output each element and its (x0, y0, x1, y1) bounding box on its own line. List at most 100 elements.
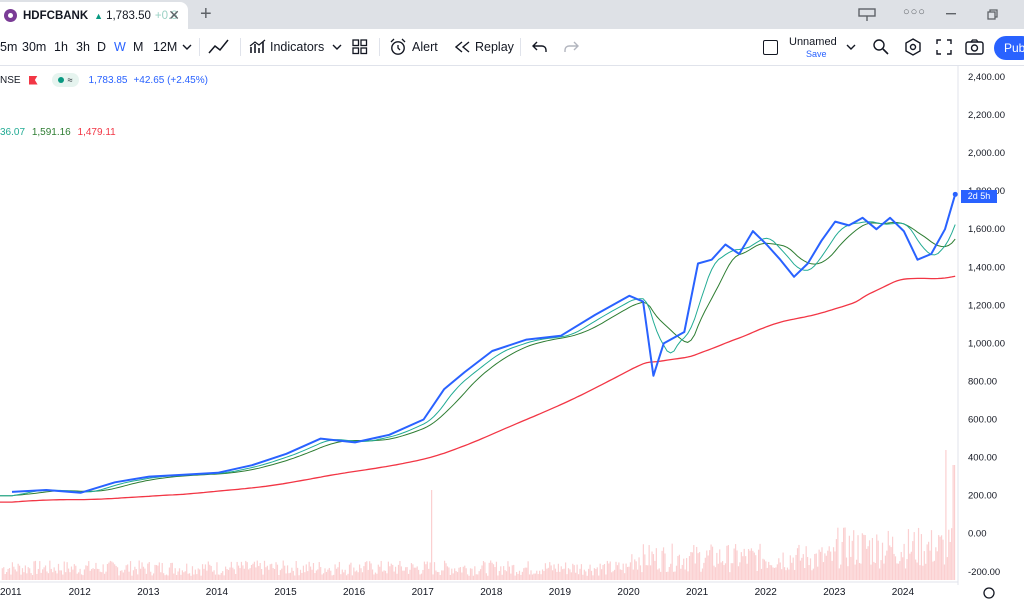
volume-bar (781, 569, 783, 580)
volume-bar (467, 574, 469, 580)
camera-snapshot-icon[interactable] (965, 39, 984, 55)
volume-bar (248, 569, 250, 580)
interval-30m[interactable]: 30m (22, 40, 47, 54)
interval-3h[interactable]: 3h (76, 40, 90, 54)
chart-type-line-icon[interactable] (208, 38, 230, 56)
save-label[interactable]: Save (806, 49, 827, 59)
volume-bar (462, 566, 464, 580)
volume-bar (154, 564, 156, 580)
market-status-pill[interactable]: ≈ (51, 73, 79, 87)
volume-bar (647, 565, 649, 580)
volume-bar (831, 560, 833, 580)
interval-w[interactable]: W (114, 40, 126, 54)
browser-tab[interactable]: HDFCBANK ▲ 1,783.50 +0.8 ✕ (0, 2, 188, 29)
volume-bar (704, 557, 706, 580)
ma-value-fast: 36.07 (0, 127, 26, 138)
volume-bar (615, 561, 617, 580)
close-tab-icon[interactable]: ✕ (168, 7, 180, 23)
volume-bar (346, 575, 348, 580)
volume-bar (223, 575, 225, 580)
volume-bar (724, 563, 727, 580)
volume-bar (209, 564, 211, 580)
interval-12m[interactable]: 12M (153, 40, 178, 54)
volume-bar (292, 570, 294, 580)
volume-bar (475, 574, 477, 580)
volume-bar (919, 565, 921, 580)
chevron-down-icon[interactable] (182, 43, 192, 51)
volume-bar (938, 535, 940, 580)
volume-bar (445, 563, 447, 580)
volume-bar (102, 564, 104, 580)
tab-search-icon[interactable] (858, 8, 878, 22)
volume-bar (605, 574, 607, 580)
flag-icon[interactable] (28, 75, 38, 85)
indicators-icon[interactable] (249, 38, 267, 56)
volume-bar (824, 553, 826, 580)
undo-icon[interactable] (532, 40, 548, 54)
volume-bar (151, 575, 153, 580)
volume-bar (435, 570, 437, 580)
layout-grid-icon[interactable] (352, 39, 368, 55)
volume-bar (481, 565, 483, 580)
alert-button[interactable]: Alert (412, 40, 438, 54)
volume-bar (155, 565, 158, 580)
y-tick-label: 2,200.00 (968, 110, 1005, 121)
volume-bar (714, 567, 717, 580)
ma-fast-line (0, 221, 956, 497)
volume-bar (785, 570, 787, 580)
more-icon[interactable]: ○○○ (903, 6, 926, 18)
volume-bar (868, 540, 871, 580)
volume-bar (95, 562, 97, 580)
volume-bar (255, 567, 257, 580)
publish-button[interactable]: Pub (994, 36, 1024, 60)
separator (379, 38, 380, 56)
volume-bar (57, 563, 60, 580)
volume-bar (768, 561, 770, 580)
alarm-clock-icon[interactable] (389, 38, 407, 56)
fullscreen-icon[interactable] (936, 39, 952, 55)
y-tick-label: 0.00 (968, 529, 987, 540)
volume-bar (42, 569, 44, 580)
indicators-button[interactable]: Indicators (270, 40, 325, 54)
volume-bar (727, 545, 729, 580)
minimize-icon[interactable] (946, 13, 958, 16)
volume-bar (811, 570, 813, 580)
chevron-down-icon[interactable] (846, 43, 856, 51)
volume-bar (667, 571, 669, 580)
new-tab-button[interactable]: + (200, 3, 212, 25)
interval-1h[interactable]: 1h (54, 40, 68, 54)
volume-bar (845, 557, 848, 580)
interval-d[interactable]: D (97, 40, 107, 54)
layout-name[interactable]: Unnamed (789, 36, 837, 48)
volume-bar (148, 561, 150, 580)
volume-bar (49, 560, 51, 580)
volume-bar (65, 572, 67, 580)
volume-bar (369, 561, 371, 580)
select-checkbox[interactable] (763, 40, 778, 55)
redo-icon[interactable] (563, 40, 579, 54)
interval-m[interactable]: M (133, 40, 144, 54)
settings-gear-icon[interactable] (904, 38, 922, 56)
volume-bar (312, 563, 315, 580)
volume-bar (37, 568, 39, 580)
volume-bar (838, 568, 840, 580)
chevron-down-icon[interactable] (332, 43, 342, 51)
volume-bar (860, 563, 862, 580)
restore-icon[interactable] (987, 9, 999, 21)
volume-bar (755, 555, 757, 580)
replay-button[interactable]: Replay (475, 40, 514, 54)
quick-search-icon[interactable] (872, 38, 890, 56)
y-tick-label: 1,600.00 (968, 224, 1005, 235)
volume-bar (340, 574, 342, 580)
volume-bar (495, 561, 498, 580)
price-chart[interactable]: 2,400.002,200.002,000.001,800.001,600.00… (0, 65, 1024, 605)
replay-icon[interactable] (455, 41, 471, 53)
volume-bar (892, 536, 894, 580)
volume-bar (709, 550, 711, 580)
volume-bar (358, 564, 361, 580)
volume-bar (433, 562, 436, 580)
interval-5m[interactable]: 5m (0, 40, 18, 54)
volume-bar (910, 551, 912, 580)
volume-bar (441, 570, 443, 580)
volume-bar (379, 566, 381, 580)
